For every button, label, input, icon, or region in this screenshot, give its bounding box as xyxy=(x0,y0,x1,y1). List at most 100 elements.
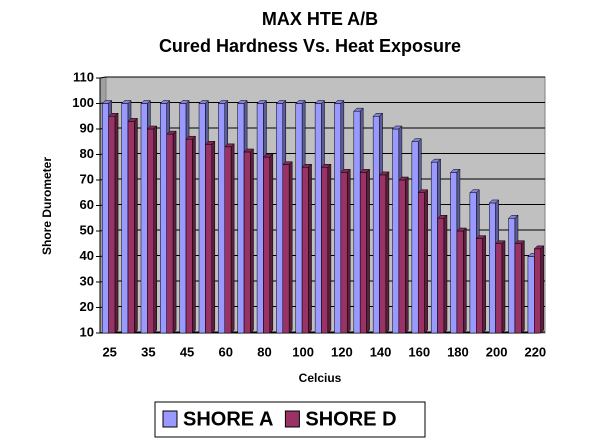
y-tick-label: 30 xyxy=(80,273,94,288)
bar xyxy=(276,103,284,334)
bar-group xyxy=(108,112,119,334)
bar xyxy=(166,133,174,334)
bar xyxy=(430,161,438,334)
bar-side xyxy=(521,240,525,334)
bar-side xyxy=(482,235,486,334)
bar xyxy=(508,218,516,334)
y-tick-label: 110 xyxy=(73,69,94,84)
bar-group xyxy=(417,189,429,334)
bar xyxy=(224,146,232,334)
bar-side xyxy=(172,130,177,334)
bar xyxy=(140,103,148,334)
legend-swatch xyxy=(284,410,300,428)
bar xyxy=(450,172,458,334)
bar xyxy=(321,167,329,334)
bar-side xyxy=(211,140,216,334)
bar xyxy=(282,164,290,334)
bar-group xyxy=(456,227,467,334)
bar xyxy=(237,103,245,334)
y-tick-label: 50 xyxy=(80,222,94,237)
x-tick-label: 120 xyxy=(331,344,353,359)
bar xyxy=(340,172,348,334)
bar xyxy=(359,172,367,334)
bar xyxy=(392,128,400,334)
bar-group xyxy=(398,176,409,334)
x-tick-label: 35 xyxy=(141,344,155,359)
bar-side xyxy=(366,168,370,334)
bar xyxy=(108,116,116,334)
bar xyxy=(398,179,406,334)
legend-swatch xyxy=(162,410,178,428)
bar-side xyxy=(269,153,274,334)
bar-group xyxy=(475,235,487,334)
bar-group xyxy=(146,125,158,334)
bar-side xyxy=(327,163,332,334)
x-tick-label: 45 xyxy=(180,344,194,359)
bar xyxy=(218,103,226,334)
y-tick-label: 90 xyxy=(80,120,94,135)
y-tick-label: 20 xyxy=(80,299,94,314)
bar xyxy=(469,192,477,334)
bar xyxy=(198,103,206,334)
y-tick-label: 40 xyxy=(80,248,94,263)
bar-group xyxy=(185,135,197,334)
bar-side xyxy=(405,176,409,334)
chart-subtitle: Cured Hardness Vs. Heat Exposure xyxy=(159,36,461,56)
bar xyxy=(147,128,155,334)
legend: SHORE A SHORE D xyxy=(154,401,426,438)
bar-group xyxy=(262,153,274,334)
bar xyxy=(301,167,309,334)
x-tick-label: 80 xyxy=(257,344,271,359)
bar-group xyxy=(436,214,448,334)
bar-group xyxy=(495,240,506,334)
x-axis-label: Celcius xyxy=(299,371,342,385)
bar xyxy=(127,121,135,334)
bar xyxy=(256,103,264,334)
x-tick-label: 220 xyxy=(524,344,546,359)
bar xyxy=(160,103,167,334)
legend-label: SHORE D xyxy=(305,408,396,430)
bar-side xyxy=(192,135,196,334)
bar-side xyxy=(463,227,467,334)
bar xyxy=(437,218,445,334)
bar-group xyxy=(243,148,255,334)
y-tick-label: 10 xyxy=(80,324,94,339)
bar xyxy=(534,248,541,334)
bar xyxy=(514,243,522,334)
bar-group xyxy=(282,161,293,334)
bar xyxy=(456,230,464,334)
bar xyxy=(295,103,303,334)
bar xyxy=(476,238,483,334)
bar-group xyxy=(166,130,177,334)
bar xyxy=(314,103,322,334)
y-tick-label: 60 xyxy=(80,197,94,212)
bar-group xyxy=(204,140,216,334)
bar xyxy=(205,144,213,334)
bar-side xyxy=(308,163,312,334)
bar-side xyxy=(346,168,351,334)
bar-group xyxy=(301,163,313,334)
grid-line xyxy=(99,76,545,79)
bar-group xyxy=(224,143,235,334)
y-tick-label: 70 xyxy=(80,171,94,186)
legend-label: SHORE A xyxy=(183,408,273,430)
bar-side xyxy=(250,148,254,334)
bar-side xyxy=(288,161,293,334)
bar-side xyxy=(114,112,119,334)
y-tick-label: 80 xyxy=(80,146,94,161)
bar-side xyxy=(501,240,506,334)
bar xyxy=(372,116,380,334)
bar xyxy=(263,156,271,334)
chart-title: MAX HTE A/B xyxy=(262,9,378,29)
bar-group xyxy=(340,168,351,334)
bar-side xyxy=(443,214,448,334)
bar xyxy=(411,141,419,334)
bar-group xyxy=(359,168,371,334)
y-axis-label: Shore Durometer xyxy=(40,157,54,255)
bar-group xyxy=(127,117,139,334)
y-tick-label: 100 xyxy=(72,95,94,110)
bar xyxy=(495,243,503,334)
x-tick-label: 140 xyxy=(370,344,392,359)
bar xyxy=(334,103,342,334)
